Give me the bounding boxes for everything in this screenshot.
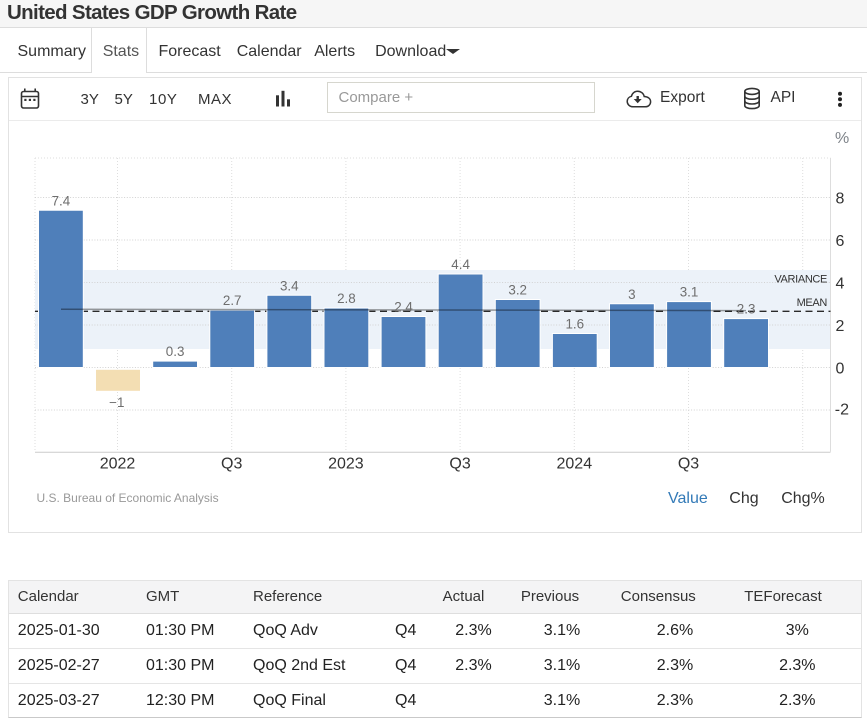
svg-text:8: 8 — [836, 191, 845, 208]
svg-text:MEAN: MEAN — [797, 297, 828, 309]
svg-text:2022: 2022 — [100, 455, 136, 472]
svg-text:Q3: Q3 — [678, 455, 699, 472]
svg-text:VARIANCE: VARIANCE — [774, 274, 827, 286]
svg-text:6: 6 — [836, 233, 845, 250]
svg-text:Q3: Q3 — [221, 455, 242, 472]
svg-text:2.7: 2.7 — [223, 293, 242, 308]
svg-text:4: 4 — [836, 276, 845, 293]
svg-text:3.2: 3.2 — [508, 283, 527, 298]
svg-text:3.1: 3.1 — [680, 285, 699, 300]
svg-text:−1: −1 — [109, 395, 124, 410]
svg-text:3: 3 — [628, 287, 635, 302]
svg-text:3.4: 3.4 — [280, 278, 299, 293]
svg-text:2: 2 — [836, 318, 845, 335]
svg-text:0.3: 0.3 — [166, 344, 185, 359]
svg-text:2023: 2023 — [328, 455, 364, 472]
svg-text:7.4: 7.4 — [52, 193, 71, 208]
svg-text:Q3: Q3 — [449, 455, 470, 472]
svg-text:2.3: 2.3 — [737, 302, 756, 317]
svg-text:2.4: 2.4 — [394, 300, 413, 315]
svg-text:4.4: 4.4 — [451, 257, 470, 272]
svg-text:2.8: 2.8 — [337, 291, 356, 306]
svg-text:1.6: 1.6 — [565, 317, 584, 332]
svg-text:-2: -2 — [835, 402, 849, 419]
svg-text:0: 0 — [836, 361, 845, 378]
svg-text:2024: 2024 — [557, 455, 593, 472]
svg-text:%: % — [835, 130, 849, 147]
